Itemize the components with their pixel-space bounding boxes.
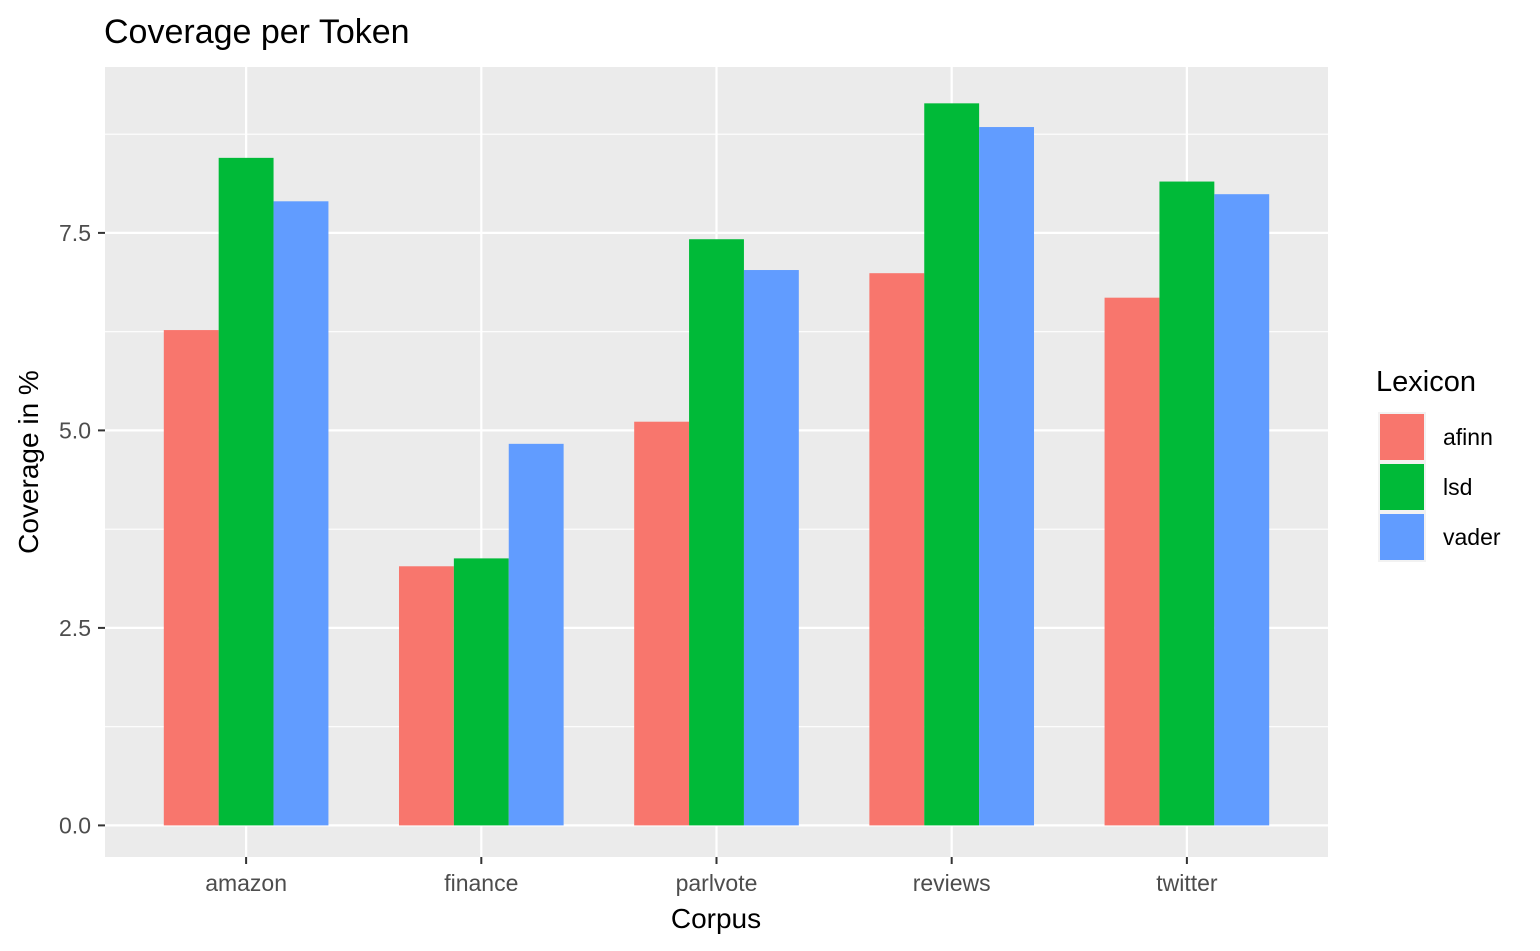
legend-title: Lexicon <box>1376 366 1476 398</box>
bar-afinn-twitter <box>1104 297 1160 826</box>
x-axis: amazon finance parlvote reviews twitter <box>205 857 1218 896</box>
bar-lsd-parlvote <box>689 239 744 826</box>
legend: Lexicon afinn lsd vader <box>1376 366 1501 562</box>
y-tick-label: 7.5 <box>59 220 91 246</box>
bar-lsd-twitter <box>1159 181 1215 826</box>
bar-lsd-amazon <box>218 157 274 826</box>
y-axis-label: Coverage in % <box>13 370 44 554</box>
bar-vader-parlvote <box>743 270 799 826</box>
legend-key-lsd <box>1380 464 1424 510</box>
bar-afinn-parlvote <box>634 421 690 826</box>
bar-lsd-finance <box>453 558 509 826</box>
bar-afinn-finance <box>398 566 454 826</box>
y-axis: 0.0 2.5 5.0 7.5 <box>59 220 105 838</box>
x-tick-label: reviews <box>913 870 991 896</box>
x-tick-label: finance <box>444 870 518 896</box>
x-axis-label: Corpus <box>671 903 761 934</box>
bars <box>163 103 1270 826</box>
chart-title: Coverage per Token <box>104 13 410 51</box>
legend-label-afinn: afinn <box>1443 424 1493 450</box>
y-tick-label: 5.0 <box>59 417 91 443</box>
legend-key-vader <box>1380 514 1424 560</box>
x-tick-label: twitter <box>1156 870 1218 896</box>
legend-label-lsd: lsd <box>1443 474 1472 500</box>
x-tick-label: amazon <box>205 870 287 896</box>
legend-label-vader: vader <box>1443 524 1501 550</box>
x-tick-label: parlvote <box>676 870 758 896</box>
bar-vader-reviews <box>979 127 1035 826</box>
bar-vader-twitter <box>1214 194 1270 826</box>
y-tick-label: 2.5 <box>59 615 91 641</box>
y-tick-label: 0.0 <box>59 812 91 838</box>
bar-afinn-amazon <box>163 330 219 826</box>
bar-vader-amazon <box>273 201 329 826</box>
bar-afinn-reviews <box>869 273 925 826</box>
legend-key-afinn <box>1380 414 1424 460</box>
bar-vader-finance <box>508 443 564 826</box>
bar-lsd-reviews <box>924 103 980 826</box>
